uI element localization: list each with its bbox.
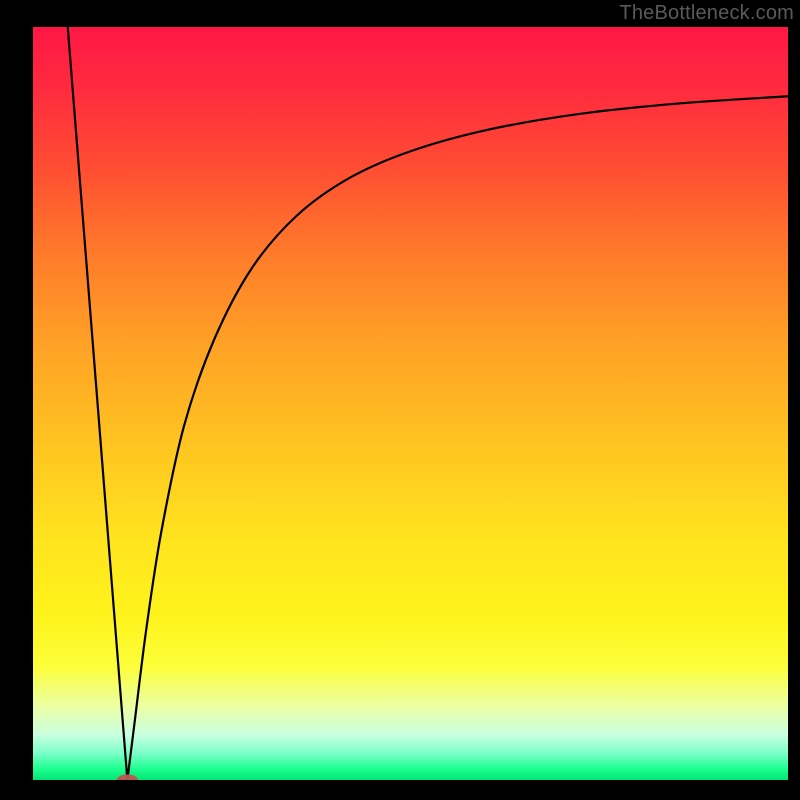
watermark-text: TheBottleneck.com	[619, 0, 800, 25]
plot-area	[33, 27, 788, 780]
bottleneck-chart: TheBottleneck.com	[0, 0, 800, 800]
optimum-marker	[117, 774, 138, 780]
bottleneck-curve	[33, 27, 788, 780]
